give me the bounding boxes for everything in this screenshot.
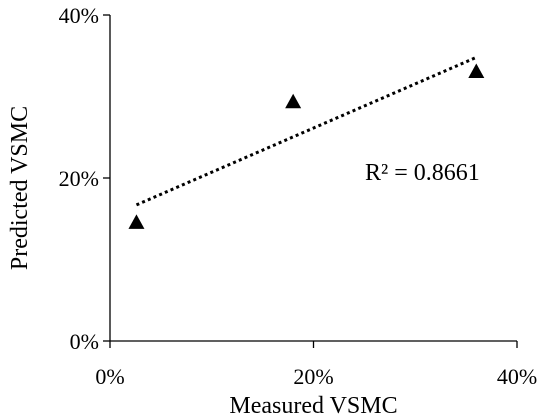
x-ticks: 0% 20% 40% xyxy=(95,341,537,389)
x-axis-label: Measured VSMC xyxy=(229,393,397,419)
data-point-triangle xyxy=(468,63,485,79)
x-tick-label: 0% xyxy=(95,364,124,389)
x-tick-label: 40% xyxy=(497,364,537,389)
data-point-triangle xyxy=(285,93,302,109)
y-tick-label: 0% xyxy=(70,329,99,354)
y-tick-label: 20% xyxy=(59,166,99,191)
x-tick-label: 20% xyxy=(293,364,333,389)
y-ticks: 0% 20% 40% xyxy=(59,3,110,354)
y-axis-label: Predicted VSMC xyxy=(7,106,33,270)
data-points xyxy=(128,63,485,229)
y-tick-label: 40% xyxy=(59,3,99,28)
data-point-triangle xyxy=(128,214,145,229)
r-squared-annotation: R² = 0.8661 xyxy=(365,160,480,186)
